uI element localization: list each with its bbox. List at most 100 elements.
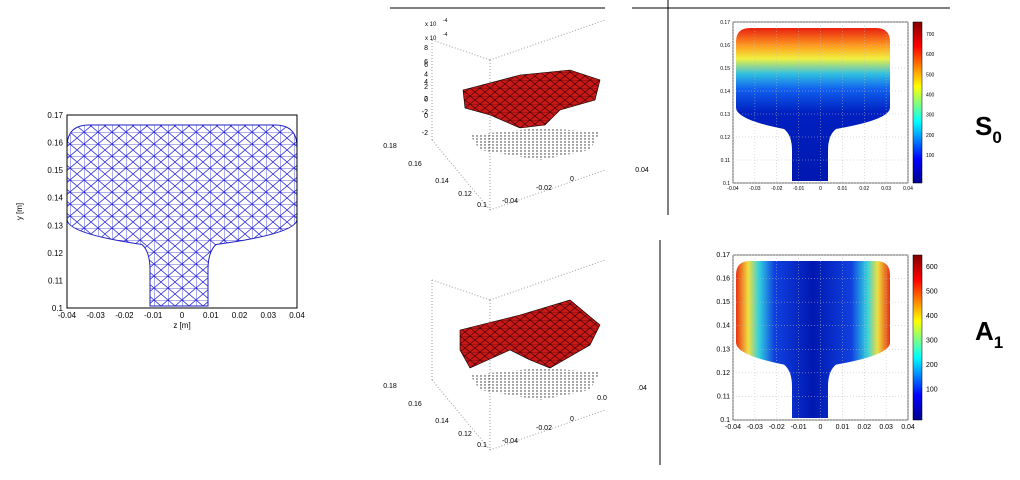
exponent-label: x 10 <box>425 22 437 28</box>
y-tick-label: 0.18 <box>383 143 397 150</box>
z-tick-label: 4 <box>424 72 428 79</box>
colorbar-tick-label: 100 <box>926 153 935 159</box>
y-tick-label: 0.1 <box>720 417 730 424</box>
x-tick-label: 0.04 <box>903 186 913 192</box>
mode-letter: A <box>975 316 994 346</box>
grid-line <box>431 139 491 211</box>
edge-tick-label: 0.04 <box>635 167 649 174</box>
colorbar-tick-label: 300 <box>926 113 935 119</box>
colorbar-tick-label: 200 <box>926 133 935 139</box>
y-tick-label: 0.1 <box>52 304 64 313</box>
deformed-surface <box>459 299 601 369</box>
y-tick-label: 0.17 <box>720 20 730 26</box>
grid-line <box>489 19 606 61</box>
y-tick-label: 0.11 <box>721 158 731 164</box>
x-tick-label: 0.03 <box>260 311 276 320</box>
mesh-shape <box>66 124 298 307</box>
z-tick-label: -2 <box>422 109 428 116</box>
axes-box <box>66 114 298 309</box>
exponent-label: x 10 <box>425 36 437 42</box>
z-tick-label: -2 <box>422 130 428 137</box>
grid-line <box>431 39 491 61</box>
surface-plot <box>431 19 606 211</box>
colorbar-tick-label: 700 <box>926 32 935 38</box>
colorbar-tick-label: 300 <box>926 338 938 345</box>
mode-label: S0 <box>975 111 1002 147</box>
z-tick-label: 2 <box>424 84 428 91</box>
y-tick-label: 0.12 <box>458 431 472 438</box>
x-tick-label: -0.02 <box>771 186 783 192</box>
colorbar-tick-label: 400 <box>926 92 935 98</box>
y-tick-label: 0.16 <box>47 139 63 148</box>
colorbar-tick-label: 500 <box>926 289 938 296</box>
x-tick-label: -0.04 <box>727 186 739 192</box>
x-tick-label: 0 <box>819 424 823 431</box>
x-tick-label: 0 <box>570 176 574 183</box>
y-tick-label: 0.14 <box>435 418 449 425</box>
grid-line <box>489 409 606 451</box>
y-tick-label: 0.14 <box>435 178 449 185</box>
exponent-label: -4 <box>443 18 448 24</box>
field-map <box>736 261 890 418</box>
x-tick-label: 0.04 <box>901 424 915 431</box>
edge-tick-label: .04 <box>637 385 647 392</box>
grid-line <box>489 169 606 211</box>
y-tick-label: 0.12 <box>458 191 472 198</box>
mode-letter: S <box>975 111 992 141</box>
exponent-label: -4 <box>443 32 448 38</box>
colorbar-tick-label: 400 <box>926 313 938 320</box>
dotted-base <box>470 128 600 160</box>
y-tick-label: 0.11 <box>717 393 730 400</box>
y-tick-label: 0.16 <box>720 43 730 49</box>
field-map <box>736 28 890 181</box>
x-tick-label: 0.03 <box>881 186 891 192</box>
grid-line <box>431 379 491 451</box>
x-tick-label: 0.02 <box>232 311 248 320</box>
colorbar-tick-label: 500 <box>926 72 935 78</box>
x-tick-label: 0.01 <box>203 311 219 320</box>
colorbar-tick-label: 100 <box>926 387 938 394</box>
x-tick-label: 0.01 <box>836 424 850 431</box>
mode-subscript: 1 <box>994 333 1003 352</box>
colorbar <box>912 21 923 184</box>
y-tick-label: 0.11 <box>48 276 64 285</box>
y-tick-label: 0.12 <box>720 135 730 141</box>
divider-lines <box>390 0 950 465</box>
z-tick-label: 0 <box>424 97 428 104</box>
x-tick-label: 0.0 <box>597 395 607 402</box>
x-tick-label: -0.02 <box>115 311 134 320</box>
x-tick-label: -0.01 <box>793 186 805 192</box>
z-tick-label: 4 <box>424 79 428 86</box>
x-tick-label: -0.04 <box>502 438 518 445</box>
x-tick-label: 0 <box>570 416 574 423</box>
z-tick-label: 0 <box>424 113 428 120</box>
y-tick-label: 0.12 <box>47 249 63 258</box>
y-tick-label: 0.13 <box>716 346 730 353</box>
x-tick-label: 0.04 <box>289 311 305 320</box>
x-tick-label: -0.04 <box>725 424 741 431</box>
z-tick-label: 2 <box>424 96 428 103</box>
x-tick-label: -0.03 <box>87 311 106 320</box>
y-tick-label: 0.1 <box>723 181 730 187</box>
x-tick-label: -0.04 <box>502 198 518 205</box>
x-axis-label: z [m] <box>173 321 190 330</box>
x-tick-label: 0 <box>819 186 822 192</box>
y-tick-label: 0.12 <box>716 370 730 377</box>
x-tick-label: 0 <box>180 311 185 320</box>
z-tick-label: 8 <box>424 45 428 52</box>
y-tick-label: 0.1 <box>477 202 487 209</box>
y-tick-label: 0.13 <box>720 112 730 118</box>
y-tick-label: 0.1 <box>477 442 487 449</box>
y-tick-label: 0.14 <box>716 323 730 330</box>
dotted-base <box>470 368 600 400</box>
surface-plot <box>431 259 606 451</box>
colorbar <box>912 254 923 421</box>
grid-line <box>431 279 491 301</box>
mode-label: A1 <box>975 316 1003 352</box>
x-tick-label: 0.02 <box>859 186 869 192</box>
colorbar-tick-label: 200 <box>926 362 938 369</box>
mode-subscript: 0 <box>992 128 1001 147</box>
y-axis-label: y [m] <box>15 203 24 220</box>
y-tick-label: 0.17 <box>716 252 730 259</box>
